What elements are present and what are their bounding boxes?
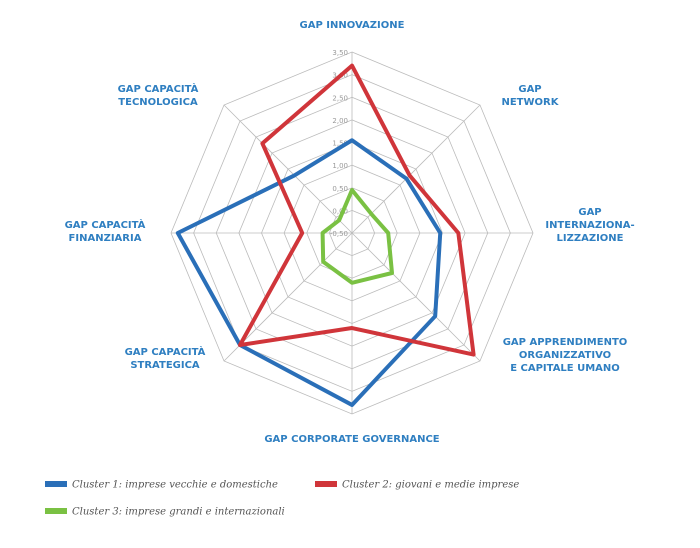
axis-label: GAP CAPACITÀ STRATEGICA [125,345,206,371]
axis-spoke [351,232,481,362]
tick-label: 2,50 [332,94,348,102]
axis-label-line: GAP INNOVAZIONE [300,20,405,31]
series-line [238,63,476,357]
axis-label-line: GAP CAPACITÀ [125,345,206,358]
tick-label: 1,00 [332,162,348,170]
axis-label-line: LIZZAZIONE [556,233,623,244]
axis-label-line: INTERNAZIONA- [545,220,634,231]
axis-label-line: FINANZIARIA [69,233,142,244]
tick-label: 1,50 [332,140,348,148]
legend-swatch [315,481,337,487]
axis-label-line: GAP CAPACITÀ [65,218,146,231]
axis-spoke [223,104,353,234]
axis-label-line: NETWORK [501,97,559,108]
axis-label: GAP INNOVAZIONE [300,20,405,31]
series-line [320,188,394,285]
tick-label: 3,50 [332,49,348,57]
tick-label: 0,00 [332,207,348,215]
axis-spoke [351,104,481,234]
axis-label-line: ORGANIZZATIVO [519,350,611,361]
axis-label-line: STRATEGICA [130,360,200,371]
axis-label-line: GAP [578,207,601,218]
legend-label: Cluster 1: imprese vecchie e domestiche [72,480,278,491]
axis-label-line: GAP CAPACITÀ [118,82,199,95]
legend-swatch [45,481,67,487]
legend-label: Cluster 3: imprese grandi e internaziona… [72,507,285,518]
axis-label-line: GAP [518,84,541,95]
axis-label-line: GAP APPRENDIMENTO [503,337,628,348]
legend-swatch [45,508,67,514]
tick-label: 0,50 [332,185,348,193]
axis-label: GAP NETWORK [501,84,559,108]
axis-label: GAP INTERNAZIONA- LIZZAZIONE [545,207,634,244]
axis-label-line: TECNOLOGICA [118,97,198,108]
axis-label-line: GAP CORPORATE GOVERNANCE [264,434,439,445]
tick-label: 2,00 [332,117,348,125]
series-line [175,138,443,407]
axis-label: GAP CAPACITÀ TECNOLOGICA [118,82,199,108]
legend-label: Cluster 2: giovani e medie imprese [342,480,519,491]
axis-spoke [223,232,353,362]
tick-label: -0,50 [330,230,348,238]
axis-label: GAP APPRENDIMENTO ORGANIZZATIVO E CAPITALE… [503,337,628,374]
axis-label: GAP CAPACITÀ FINANZIARIA [65,218,146,244]
axis-label-line: E CAPITALE UMANO [510,363,620,374]
axis-label: GAP CORPORATE GOVERNANCE [264,434,439,445]
